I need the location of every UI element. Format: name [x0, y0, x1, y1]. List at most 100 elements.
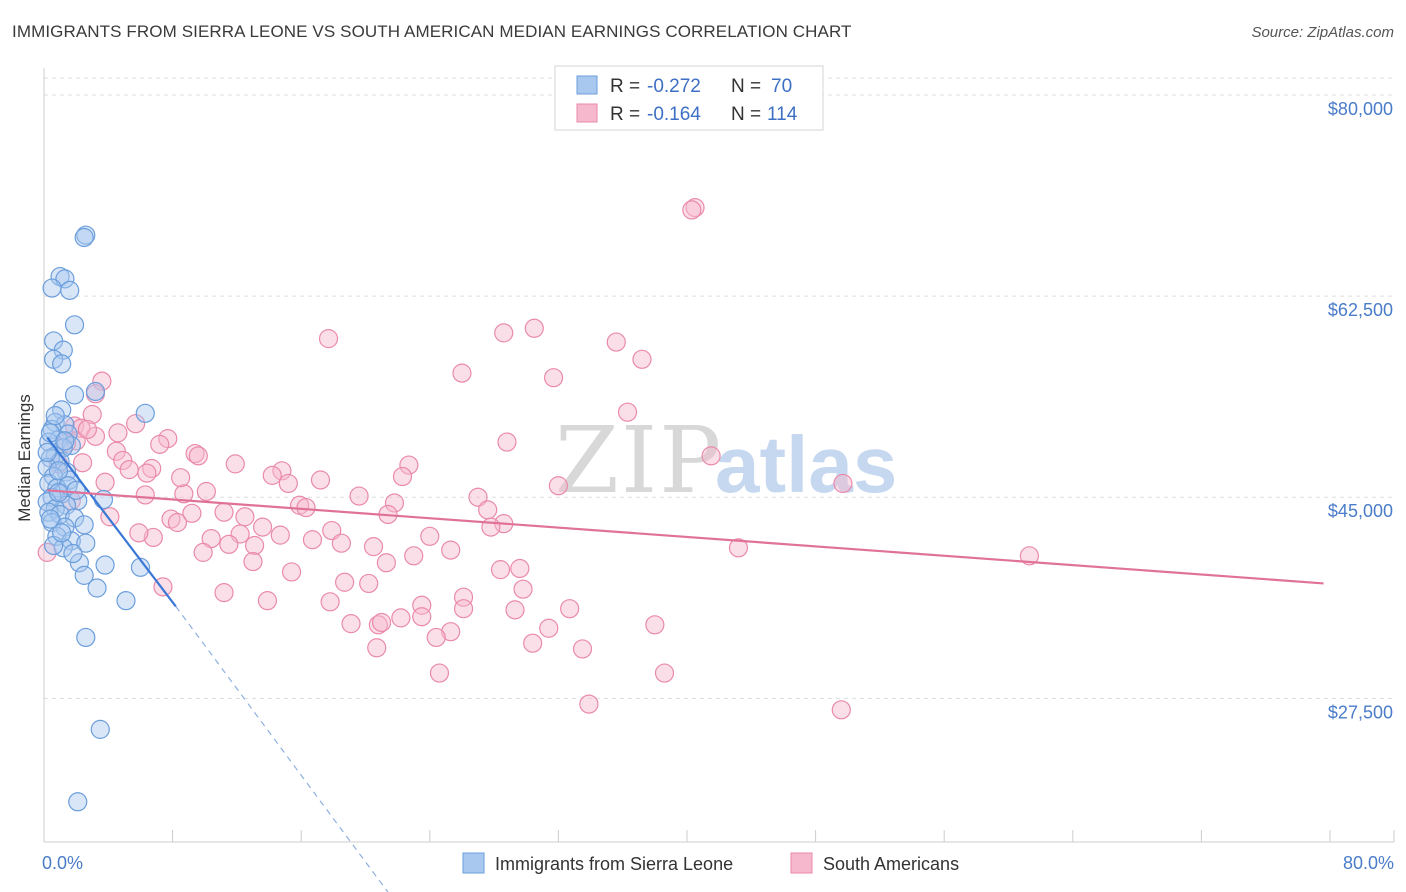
correlation-legend: R = -0.272 N = 70 R = -0.164 N = 114 [554, 65, 824, 131]
south-americans-point [831, 700, 851, 720]
south-americans-point [272, 461, 292, 481]
south-americans-point [1019, 546, 1039, 566]
south-americans-point [523, 633, 543, 653]
legend-r-value-pink: -0.164 [647, 104, 701, 125]
series-legend-label-blue: Immigrants from Sierra Leone [495, 854, 733, 874]
south-americans-point [77, 419, 98, 440]
south-americans-point [310, 470, 331, 490]
south-americans-point [391, 608, 411, 628]
south-americans-point [524, 318, 544, 338]
south-americans-point [453, 587, 474, 607]
south-americans-point [349, 486, 369, 506]
sierra-leone-point [74, 565, 94, 585]
south-americans-point [341, 614, 361, 634]
x-tick-label-min: 0.0% [42, 853, 83, 873]
south-americans-point [560, 599, 580, 619]
sierra-leone-point [60, 280, 80, 300]
south-americans-point [335, 572, 355, 592]
south-americans-point [494, 323, 514, 343]
south-americans-point [363, 537, 384, 557]
south-americans-point [244, 535, 265, 556]
legend-r-value-blue: -0.272 [647, 76, 701, 97]
south-americans-point [685, 198, 705, 218]
south-americans-point [188, 446, 208, 466]
legend-n-label-blue: N = [731, 76, 761, 97]
south-americans-point [322, 520, 342, 541]
sierra-leone-point [90, 719, 110, 739]
south-americans-point [196, 481, 216, 502]
south-americans-point [167, 512, 188, 533]
sierra-leone-point [95, 555, 115, 575]
south-americans-point [214, 502, 234, 522]
south-americans-point [171, 468, 191, 488]
south-americans-point [728, 538, 749, 558]
y-tick-labels: $27,500 $45,000 $62,500 $80,000 [1328, 99, 1393, 722]
sierra-leone-point [42, 278, 62, 298]
south-americans-point [185, 443, 205, 464]
south-americans-point [108, 423, 128, 443]
sierra-leone-point [74, 227, 94, 248]
source-note: Source: ZipAtlas.com [1251, 24, 1394, 41]
south-americans-point [453, 599, 474, 619]
sierra-leone-point [37, 442, 57, 463]
sierra-leone-trend-extension [175, 606, 389, 892]
y-tick-label: $62,500 [1328, 300, 1393, 320]
south-americans-point [543, 368, 564, 388]
sierra-leone-point [45, 406, 65, 426]
south-americans-point [72, 453, 93, 473]
south-americans-point [119, 460, 139, 480]
south-americans-point [82, 404, 102, 425]
legend-n-value-pink: 114 [767, 104, 798, 125]
south-americans-point [85, 426, 106, 446]
south-americans-point [833, 473, 853, 494]
south-americans-point [645, 615, 665, 635]
south-americans-point [404, 546, 424, 566]
south-americans-point [481, 517, 501, 537]
legend-n-value-blue: 70 [771, 76, 792, 97]
south-americans-point [441, 540, 461, 560]
south-americans-points [37, 198, 1039, 720]
south-americans-point [617, 402, 638, 422]
south-americans-point [174, 484, 194, 504]
south-americans-point [129, 523, 149, 543]
legend-box [554, 65, 824, 131]
legend-r-label-pink: R = [610, 104, 640, 125]
series-legend-label-pink: South Americans [823, 854, 959, 874]
south-americans-point [606, 332, 626, 352]
y-axis-label: Median Earnings [15, 394, 34, 522]
sierra-leone-point [85, 381, 106, 402]
south-americans-point [135, 485, 155, 505]
south-americans-point [468, 487, 488, 507]
south-americans-point [270, 525, 290, 545]
south-americans-point [384, 493, 405, 513]
grid-lines [44, 77, 1394, 699]
sierra-leone-point [64, 315, 85, 335]
south-americans-point [376, 553, 396, 573]
y-tick-label: $27,500 [1328, 702, 1393, 722]
sierra-leone-point [68, 792, 88, 812]
south-americans-point [510, 558, 530, 579]
south-americans-point [95, 472, 115, 492]
south-americans-point [137, 463, 157, 483]
south-americans-point [420, 526, 440, 546]
south-americans-point [682, 200, 702, 220]
watermark-zip: ZIP [555, 407, 723, 514]
south-americans-point [579, 694, 599, 714]
south-americans-point [214, 583, 234, 603]
south-americans-point [320, 592, 340, 612]
legend-n-label-pink: N = [731, 104, 761, 125]
south-americans-point [278, 473, 298, 494]
south-americans-point [243, 551, 263, 572]
sierra-leone-point [76, 533, 96, 553]
south-americans-point [193, 542, 213, 562]
south-americans-point [478, 500, 498, 520]
sierra-leone-point [55, 431, 75, 451]
south-americans-point [368, 615, 388, 635]
south-americans-point [452, 363, 472, 383]
south-americans-point [632, 349, 652, 369]
south-americans-point [182, 503, 202, 523]
sierra-leone-trend-line [46, 436, 177, 608]
south-americans-point [572, 639, 593, 659]
south-americans-point [302, 530, 323, 550]
south-americans-point [296, 497, 316, 518]
